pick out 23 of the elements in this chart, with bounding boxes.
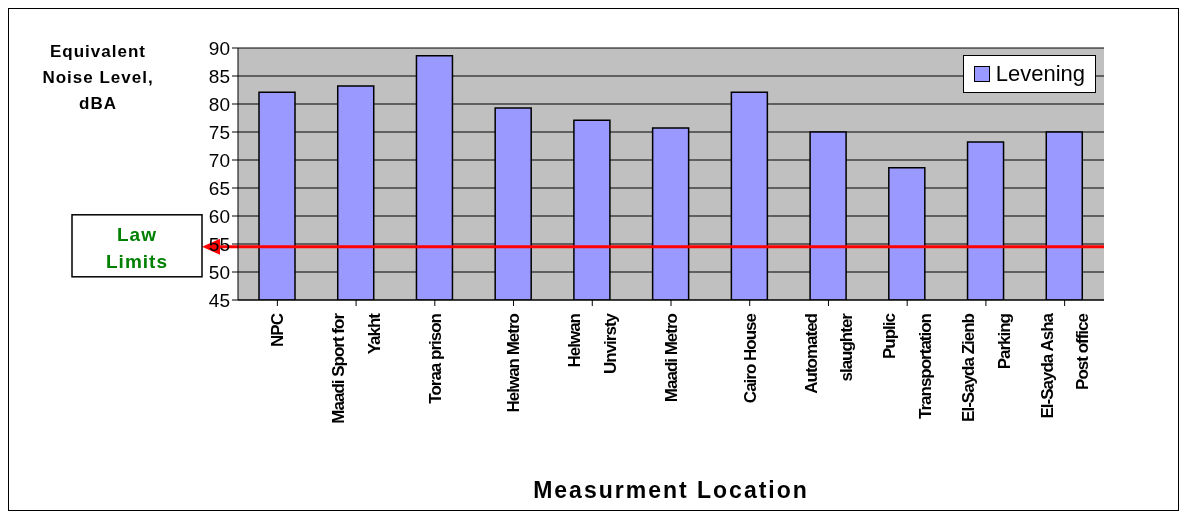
y-axis-title: Equivalent Noise Level, dBA	[41, 41, 155, 115]
x-tick-label: Helwan Metro	[504, 313, 524, 413]
x-tick-label: Toraa prison	[425, 313, 445, 404]
x-axis-title: Measurment Location	[533, 477, 809, 503]
x-tick-label: El-Sayda Zienb Parking	[959, 313, 1014, 422]
legend-label: Levening	[995, 60, 1085, 88]
x-tick-label: El-Sayda Asha Post office	[1037, 312, 1093, 419]
y-tick-label: 70	[208, 149, 230, 171]
y-tick-label: 90	[208, 37, 230, 59]
y-tick-label: 50	[208, 261, 230, 283]
y-tick-label: 60	[208, 205, 230, 227]
y-tick-label: 80	[208, 93, 230, 115]
y-tick-label: 75	[208, 121, 230, 143]
x-tick-label: NPC	[268, 313, 288, 347]
x-tick-label: Helwan Unvirsty	[565, 312, 621, 375]
y-tick-label: 65	[208, 177, 230, 199]
x-tick-label: Maadi Metro	[661, 313, 681, 403]
x-tick-label: Maadi Sport for Yakht	[329, 312, 384, 424]
y-tick-label: 45	[208, 289, 230, 311]
x-tick-label: Automated slaughter	[801, 312, 857, 394]
x-tick-label: Cairo House	[740, 313, 760, 404]
ref-line-label: Law Limits	[106, 223, 168, 272]
y-tick-label: 85	[208, 65, 230, 87]
